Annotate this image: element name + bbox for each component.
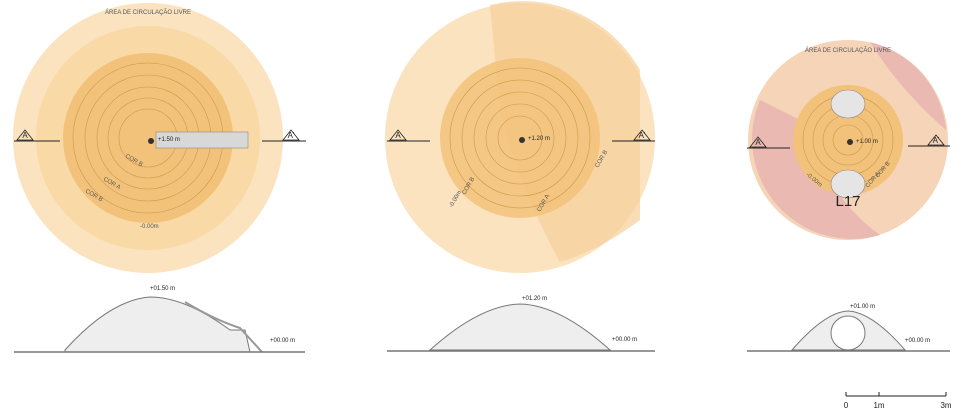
marker-icon [749,136,767,148]
plan-1: A A' ÁREA DE CIRCULAÇÃO LIVRE +1.50 m CO… [13,3,306,273]
area-label: ÁREA DE CIRCULAÇÃO LIVRE [105,9,191,16]
peak [847,139,853,145]
marker-label: A [395,131,401,140]
area-label: ÁREA DE CIRCULAÇÃO LIVRE [805,47,891,54]
scale-label: 0 [844,401,849,410]
marker-icon [16,129,34,141]
ground-level: +00.00 m [270,338,295,344]
mound [428,303,612,351]
tunnel [830,315,866,351]
edge-level: -0.00m [140,224,159,230]
marker-icon [927,134,945,146]
section-2: +01.20 m +00.00 m [387,296,655,352]
marker-label: A [755,138,761,147]
level-label: +1.20 m [528,136,550,142]
ring [485,103,555,173]
mound [64,296,251,353]
scale-label: 3m [940,401,951,410]
top-level: +01.00 m [850,304,875,310]
marker-label: A' [933,136,940,145]
level-label: +1.00 m [856,139,878,145]
ring [449,67,591,209]
ground-level: +00.00 m [905,338,930,344]
marker-label: A [22,131,28,140]
marker-icon [389,129,407,141]
tunnel-opening [830,89,866,119]
code-label: L17 [835,193,860,210]
ring [473,91,567,185]
slide [184,301,263,353]
ring [832,124,864,156]
marker-icon [633,129,651,141]
scale-bar: 0 1m 3m [844,392,952,410]
ring [497,115,543,161]
ground-level: +00.00 m [612,337,637,343]
plan-2: A A' +1.20 m COR B COR A COR B -0.00m [385,1,655,273]
marker-label: A' [288,131,295,140]
level-label: +1.50 m [158,137,180,143]
inner-zone [63,53,233,223]
section-1: +01.50 m +00.00 m [14,286,305,353]
section-3: +01.00 m +00.00 m [747,304,950,352]
color-band [870,42,946,130]
slide [155,131,249,149]
tunnel-opening [830,169,866,199]
peak [519,137,525,143]
top-level: +01.50 m [150,286,175,292]
marker-icon [282,129,300,141]
marker-label: A' [639,131,646,140]
scale-label: 1m [873,401,884,410]
top-level: +01.20 m [522,296,547,302]
plan-3: A A' ÁREA DE CIRCULAÇÃO LIVRE +1.00 m CO… [747,40,950,240]
ring [461,79,579,197]
peak [148,138,154,144]
